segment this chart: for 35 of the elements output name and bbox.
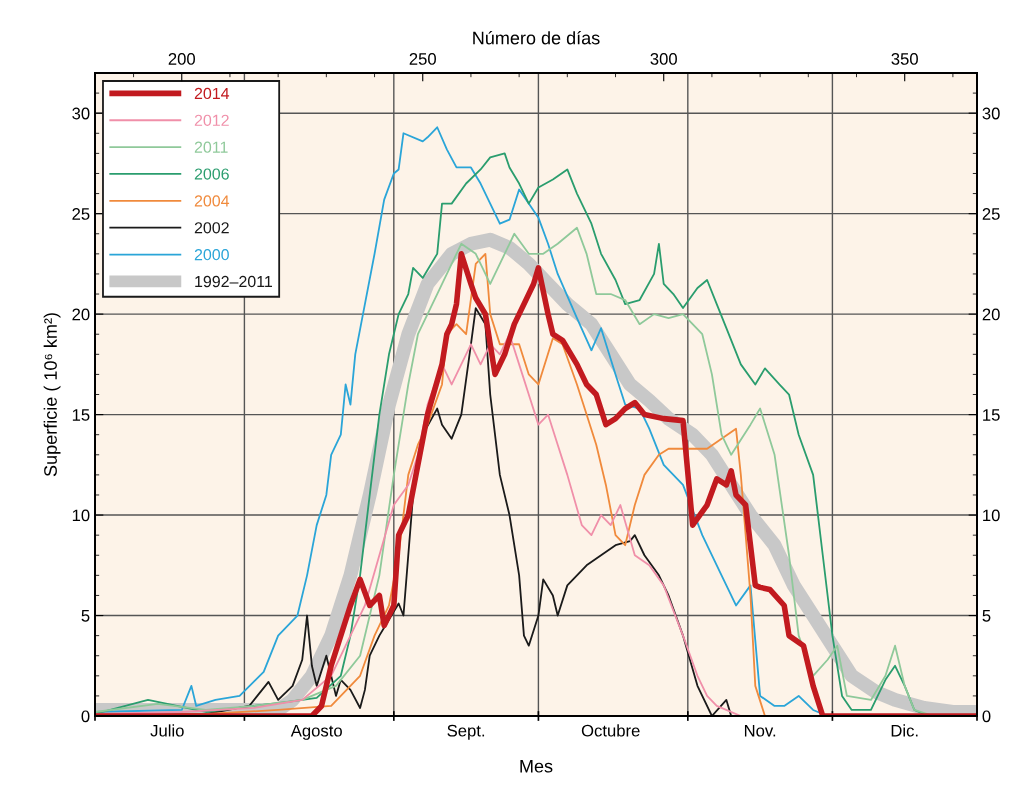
legend-label: 2004: [194, 195, 230, 207]
y2-tick-label: 15: [983, 409, 1000, 421]
y-tick-label: 0: [81, 710, 90, 723]
y2-tick-label: 30: [982, 107, 1000, 120]
y2-tick-label: 5: [982, 610, 991, 622]
y2-tick-label: 20: [982, 308, 1000, 321]
x-tick-label: Nov.: [744, 724, 776, 737]
y2-tick-label: 0: [982, 710, 991, 723]
y-axis-title: Superficie ( 10⁶ km²): [43, 313, 61, 477]
x-tick-label: Sept.: [447, 724, 485, 740]
y2-tick-label: 25: [982, 208, 1000, 220]
x-tick-label: Octubre: [581, 724, 640, 737]
y-tick-label: 30: [72, 107, 90, 120]
legend-label: 2000: [194, 249, 229, 261]
y-tick-label: 25: [72, 208, 90, 220]
x2-tick-label: 200: [168, 53, 196, 65]
x2-axis-title: Número de días: [473, 30, 600, 45]
y-tick-label: 5: [81, 610, 90, 622]
legend-label: 2011: [194, 141, 228, 153]
legend-label: 2006: [194, 168, 229, 180]
x2-tick-label: 350: [891, 53, 918, 65]
x-tick-label: Julio: [150, 724, 184, 737]
x-tick-label: Agosto: [290, 724, 342, 740]
legend-label: 2012: [194, 114, 229, 126]
legend-label: 1992–2011: [195, 275, 273, 288]
y-tick-label: 15: [72, 409, 90, 421]
legend-label: 2014: [194, 87, 230, 100]
x2-tick-label: 300: [650, 53, 677, 65]
legend-label: 2002: [194, 222, 229, 234]
x2-tick-label: 250: [409, 53, 436, 65]
y-tick-label: 10: [72, 509, 90, 522]
y-tick-label: 20: [72, 308, 90, 321]
x-tick-label: Dic.: [891, 724, 918, 737]
y2-tick-label: 10: [983, 509, 1000, 522]
x-axis-title: Mes: [520, 759, 553, 773]
